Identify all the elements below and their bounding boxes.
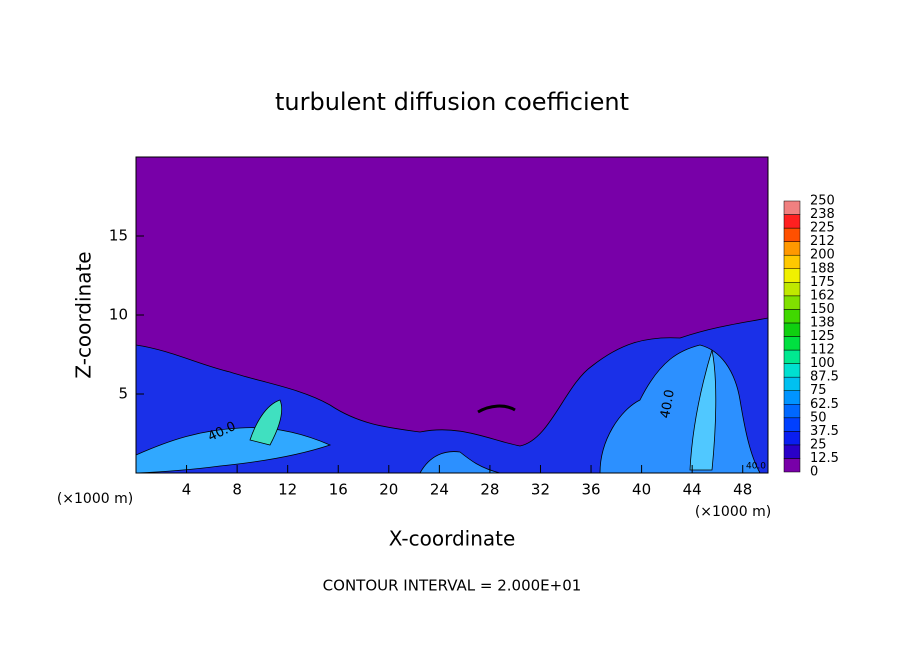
- colorbar-label: 188: [810, 261, 835, 276]
- colorbar-box: [783, 295, 801, 310]
- colorbar-label: 75: [810, 383, 827, 398]
- x-unit-label: (×1000 m): [57, 491, 133, 507]
- colorbar-box: [783, 404, 801, 419]
- colorbar-box: [783, 309, 801, 324]
- colorbar-box: [783, 444, 801, 459]
- colorbar-label: 50: [810, 410, 827, 425]
- y-tick-label: 5: [118, 385, 128, 403]
- x-tick-label: 28: [480, 481, 499, 499]
- colorbar-label: 200: [810, 248, 835, 263]
- colorbar-box: [783, 376, 801, 391]
- colorbar-label: 150: [810, 302, 835, 317]
- plot-field: [135, 157, 769, 474]
- colorbar-box: [783, 214, 801, 229]
- x-tick-label: 44: [683, 481, 702, 499]
- colorbar-label: 37.5: [810, 424, 839, 439]
- colorbar-label: 125: [810, 329, 835, 344]
- colorbar-box: [783, 431, 801, 446]
- x-tick-label: 32: [531, 481, 550, 499]
- colorbar-box: [783, 227, 801, 242]
- colorbar-box: [783, 458, 801, 473]
- colorbar-label: 250: [810, 194, 835, 209]
- colorbar-box: [783, 241, 801, 256]
- y-axis-label: Z-coordinate: [72, 251, 96, 378]
- field-streak: [477, 404, 516, 414]
- contour-interval: CONTOUR INTERVAL = 2.000E+01: [323, 577, 582, 595]
- contour-label: 40.0: [658, 388, 678, 419]
- colorbar-label: 238: [810, 207, 835, 222]
- x-unit-label: (×1000 m): [695, 504, 771, 520]
- x-tick-label: 4: [182, 481, 192, 499]
- colorbar-box: [783, 322, 801, 337]
- colorbar-label: 112: [810, 343, 835, 358]
- x-tick-label: 40: [632, 481, 651, 499]
- colorbar-box: [783, 336, 801, 351]
- contour-label: 40.0: [746, 462, 766, 472]
- field-region: [689, 349, 717, 471]
- colorbar-label: 100: [810, 356, 835, 371]
- colorbar-label: 162: [810, 288, 835, 303]
- x-tick-label: 24: [430, 481, 449, 499]
- colorbar-label: 12.5: [810, 451, 839, 466]
- colorbar-box: [783, 282, 801, 297]
- colorbar-box: [783, 200, 801, 215]
- field-region: [135, 427, 332, 474]
- x-tick-label: 12: [278, 481, 297, 499]
- x-tick-label: 48: [733, 481, 752, 499]
- colorbar-box: [783, 268, 801, 283]
- y-tick-label: 10: [109, 306, 128, 324]
- x-tick-label: 20: [379, 481, 398, 499]
- y-tick-label: 15: [109, 227, 128, 245]
- x-axis-label: X-coordinate: [389, 527, 516, 551]
- colorbar-label: 25: [810, 437, 827, 452]
- colorbar-box: [783, 417, 801, 432]
- colorbar-label: 62.5: [810, 397, 839, 412]
- x-tick-label: 36: [581, 481, 600, 499]
- chart-title: turbulent diffusion coefficient: [275, 88, 629, 116]
- colorbar-label: 0: [810, 465, 818, 480]
- field-region: [599, 344, 761, 474]
- x-tick-label: 16: [329, 481, 348, 499]
- colorbar-label: 87.5: [810, 370, 839, 385]
- x-tick-label: 8: [232, 481, 242, 499]
- colorbar-box: [783, 349, 801, 364]
- colorbar-box: [783, 254, 801, 269]
- colorbar-label: 225: [810, 221, 835, 236]
- colorbar-box: [783, 363, 801, 378]
- field-region: [249, 399, 283, 446]
- colorbar-label: 138: [810, 315, 835, 330]
- colorbar-label: 175: [810, 275, 835, 290]
- colorbar-box: [783, 390, 801, 405]
- colorbar-label: 212: [810, 234, 835, 249]
